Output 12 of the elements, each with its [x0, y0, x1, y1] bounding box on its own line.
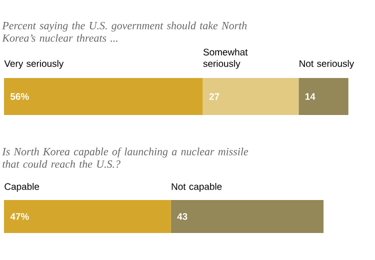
series-label: Very seriously: [4, 60, 64, 69]
data-label: 43: [177, 213, 188, 220]
data-label: 14: [305, 93, 316, 100]
series-label: Somewhat seriously: [203, 48, 248, 69]
data-label: 27: [209, 93, 220, 100]
chart-title: Percent saying the U.S. government should take North Korea’s nuclear threats ...: [2, 22, 247, 42]
series-label: Not capable: [172, 182, 222, 192]
chart-title: Is North Korea capable of launching a nuclear missile that could reach the U.S.?: [2, 147, 248, 168]
series-label: Capable: [4, 182, 40, 192]
data-label: 56%: [10, 93, 29, 100]
data-label: 47%: [10, 213, 29, 220]
series-label: Not seriously: [300, 60, 354, 69]
